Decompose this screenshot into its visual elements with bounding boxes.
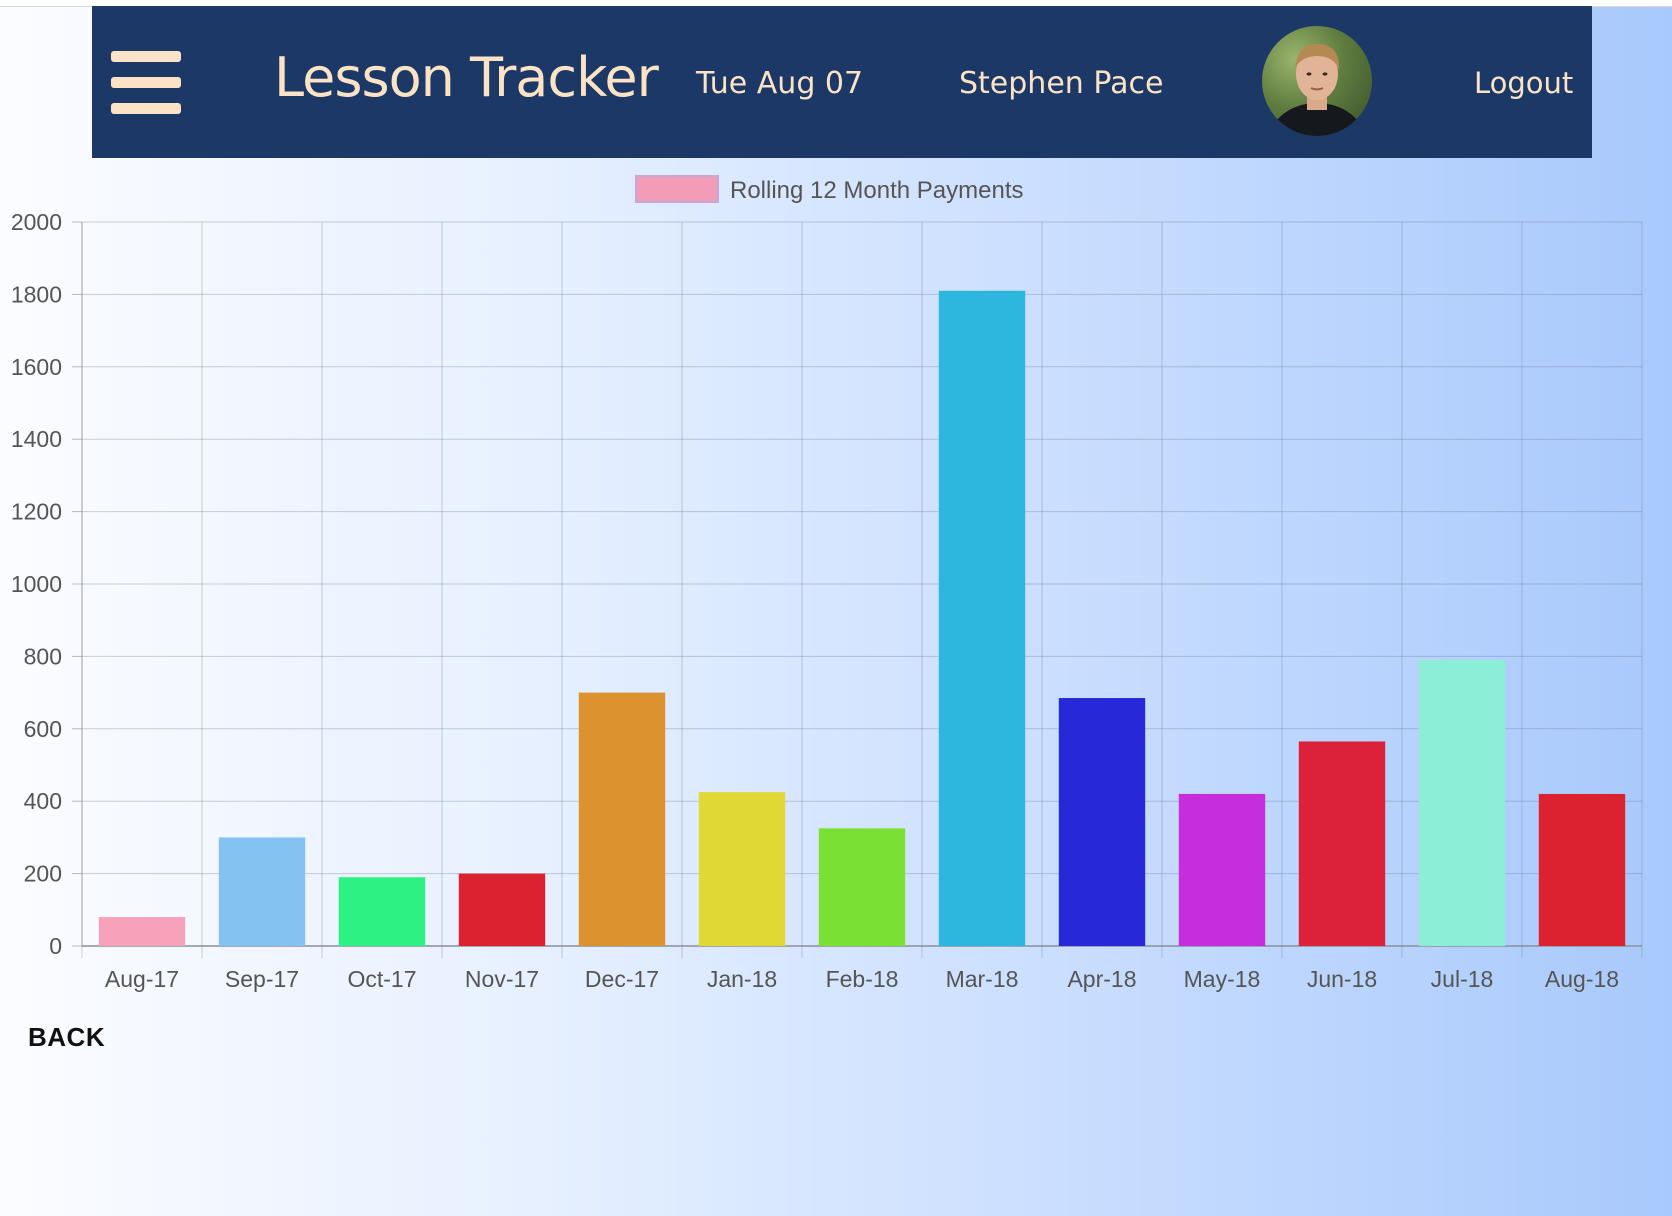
bar-aug-17: [98, 917, 186, 946]
x-tick-label: Jan-18: [707, 966, 777, 992]
y-tick-label: 0: [49, 933, 62, 959]
x-tick-label: Sep-17: [225, 966, 299, 992]
bar-oct-17: [338, 877, 426, 946]
x-tick-label: Nov-17: [465, 966, 539, 992]
legend-label: Rolling 12 Month Payments: [730, 177, 1023, 204]
y-tick-label: 800: [24, 643, 62, 669]
logout-link[interactable]: Logout: [1474, 66, 1574, 100]
x-tick-label: Oct-17: [347, 966, 416, 992]
bar-dec-17: [578, 692, 666, 946]
y-tick-label: 1600: [11, 354, 62, 380]
bar-jan-18: [698, 792, 786, 946]
y-tick-label: 600: [24, 716, 62, 742]
y-tick-label: 2000: [11, 209, 62, 235]
bar-apr-18: [1058, 698, 1146, 946]
bar-jul-18: [1418, 660, 1506, 946]
bar-may-18: [1178, 793, 1266, 946]
hamburger-menu-icon[interactable]: [111, 51, 181, 115]
y-tick-label: 1000: [11, 571, 62, 597]
legend-swatch: [635, 175, 719, 203]
x-tick-label: Jul-18: [1431, 966, 1494, 992]
current-date: Tue Aug 07: [696, 66, 864, 101]
avatar-portrait-icon: [1269, 43, 1365, 136]
y-tick-label: 400: [24, 788, 62, 814]
bar-jun-18: [1298, 741, 1386, 946]
user-name: Stephen Pace: [959, 66, 1164, 101]
x-tick-label: Aug-18: [1545, 966, 1619, 992]
bar-aug-18: [1538, 793, 1626, 946]
y-tick-label: 1400: [11, 426, 62, 452]
navbar: Lesson Tracker Tue Aug 07 Stephen Pace L…: [92, 6, 1592, 158]
x-tick-label: Mar-18: [946, 966, 1019, 992]
app-title: Lesson Tracker: [274, 46, 659, 109]
y-tick-label: 1800: [11, 281, 62, 307]
x-tick-label: Jun-18: [1307, 966, 1377, 992]
bar-mar-18: [938, 290, 1026, 946]
y-tick-label: 200: [24, 861, 62, 887]
avatar[interactable]: [1262, 26, 1372, 136]
x-tick-label: May-18: [1184, 966, 1261, 992]
x-tick-label: Dec-17: [585, 966, 659, 992]
y-tick-label: 1200: [11, 499, 62, 525]
x-tick-label: Feb-18: [826, 966, 899, 992]
x-tick-label: Aug-17: [105, 966, 179, 992]
bar-nov-17: [458, 873, 546, 946]
back-button[interactable]: BACK: [28, 1022, 106, 1052]
payments-bar-chart: Rolling 12 Month Payments 0 200 400 600 800 10…: [11, 175, 1643, 992]
bar-sep-17: [218, 837, 306, 946]
x-tick-label: Apr-18: [1067, 966, 1136, 992]
bar-feb-18: [818, 828, 906, 946]
